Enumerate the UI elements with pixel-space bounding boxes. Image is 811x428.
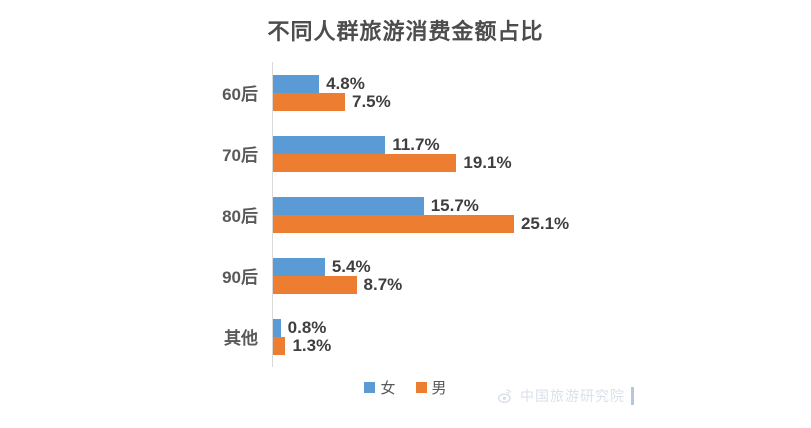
value-label: 25.1% <box>520 213 570 233</box>
value-label: 8.7% <box>363 274 403 294</box>
bar-line: 25.1% <box>273 213 811 233</box>
category-row: 90后 5.4% 8.7% <box>0 245 811 306</box>
bar-group: 4.8% 7.5% <box>272 62 811 123</box>
value-label: 15.7% <box>430 195 479 215</box>
legend: 女男 <box>0 377 811 398</box>
value-label: 11.7% <box>392 134 440 154</box>
watermark: 中国旅游研究院 <box>498 386 634 406</box>
watermark-text: 中国旅游研究院 <box>520 388 625 404</box>
bar-group: 0.8% 1.3% <box>272 306 811 367</box>
bar-line: 1.3% <box>273 335 811 355</box>
value-label: 19.1% <box>463 152 512 172</box>
bar-group: 11.7% 19.1% <box>272 123 811 184</box>
legend-label: 女 <box>380 380 396 397</box>
category-row: 80后 15.7% 25.1% <box>0 184 811 245</box>
bar-line: 0.8% <box>273 317 811 337</box>
legend-swatch <box>415 382 427 393</box>
bar-男 <box>273 92 345 111</box>
bar-女 <box>273 196 424 215</box>
value-label: 5.4% <box>331 256 371 276</box>
value-label: 1.3% <box>292 335 332 355</box>
bar-女 <box>273 318 281 337</box>
bar-女 <box>273 135 386 154</box>
category-row: 70后 11.7% 19.1% <box>0 123 811 184</box>
bar-line: 11.7% <box>273 134 811 154</box>
category-label: 90后 <box>222 268 258 287</box>
bar-line: 8.7% <box>273 274 811 294</box>
bar-男 <box>273 275 357 294</box>
bar-line: 4.8% <box>273 73 811 93</box>
bar-group: 5.4% 8.7% <box>272 245 811 306</box>
category-row: 其他 0.8% 1.3% <box>0 306 811 367</box>
category-row: 60后 4.8% 7.5% <box>0 62 811 123</box>
category-label: 80后 <box>222 207 258 226</box>
bar-group: 15.7% 25.1% <box>272 184 811 245</box>
bar-line: 15.7% <box>273 195 811 215</box>
watermark-bar <box>631 387 634 405</box>
value-label: 4.8% <box>326 73 365 93</box>
bar-男 <box>273 153 457 172</box>
bar-女 <box>273 257 325 276</box>
legend-label: 男 <box>431 380 447 397</box>
value-label: 7.5% <box>352 91 391 111</box>
legend-item-男: 男 <box>415 377 447 398</box>
legend-item-女: 女 <box>364 377 396 398</box>
legend-swatch <box>364 382 376 393</box>
plot-area: 60后 4.8% 7.5% 70后 11.7% 19.1% 80后 15.7% 25.1% 90后… <box>0 62 811 367</box>
weibo-logo-icon <box>498 389 512 403</box>
bar-line: 7.5% <box>273 91 811 111</box>
bar-男 <box>273 336 286 355</box>
value-label: 0.8% <box>287 317 327 337</box>
chart-title: 不同人群旅游消费金额占比 <box>267 19 544 44</box>
bar-line: 19.1% <box>273 152 811 172</box>
bar-男 <box>273 214 514 233</box>
bar-女 <box>273 74 320 93</box>
bar-line: 5.4% <box>273 256 811 276</box>
category-label: 60后 <box>222 85 258 104</box>
category-label: 其他 <box>224 329 258 348</box>
category-label: 70后 <box>222 146 258 165</box>
